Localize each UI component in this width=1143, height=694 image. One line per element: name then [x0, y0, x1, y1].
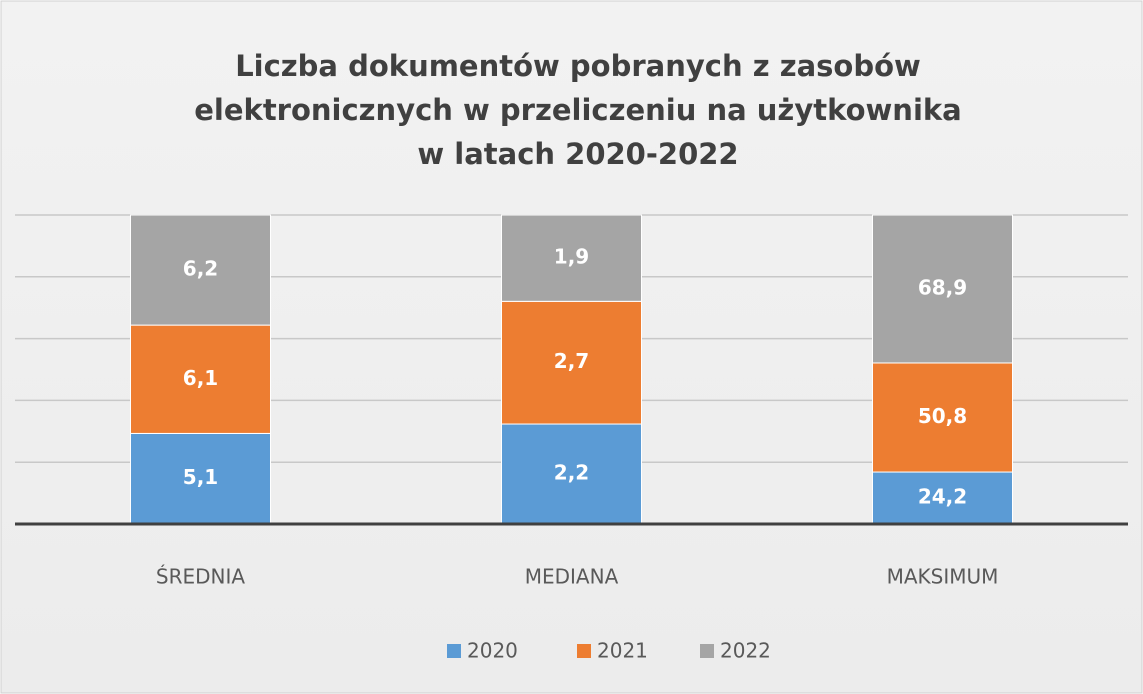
data-label: 68,9 — [918, 275, 967, 299]
data-label: 2,7 — [554, 349, 589, 373]
bar-segment — [130, 324, 271, 434]
legend-swatch — [577, 644, 591, 658]
data-label: 24,2 — [918, 485, 967, 509]
legend-label: 2021 — [597, 639, 648, 663]
data-label: 6,2 — [183, 257, 218, 281]
bar-segment — [130, 432, 271, 525]
legend-swatch — [700, 644, 714, 658]
data-label: 50,8 — [918, 404, 967, 428]
bar-segment — [501, 423, 642, 525]
bar-segment — [872, 471, 1013, 525]
data-label: 1,9 — [554, 245, 589, 269]
legend-swatch — [447, 644, 461, 658]
chart-title: Liczba dokumentów pobranych z zasobów ele… — [194, 49, 962, 171]
bar-segment — [130, 214, 271, 326]
bar-segment — [872, 214, 1013, 364]
bar-segment — [872, 362, 1013, 473]
title-line: w latach 2020-2022 — [417, 137, 738, 171]
legend-label: 2022 — [720, 639, 771, 663]
data-label: 6,1 — [183, 366, 218, 390]
data-label: 5,1 — [183, 465, 218, 489]
bar-segment — [501, 214, 642, 302]
x-tick-label: MEDIANA — [525, 565, 619, 589]
title-line: Liczba dokumentów pobranych z zasobów — [235, 49, 921, 83]
title-line: elektronicznych w przeliczeniu na użytko… — [194, 93, 962, 127]
x-tick-label: ŚREDNIA — [156, 565, 245, 589]
x-tick-label: MAKSIMUM — [887, 565, 999, 589]
data-label: 2,2 — [554, 461, 589, 485]
legend-label: 2020 — [467, 639, 518, 663]
bar-segment — [501, 300, 642, 425]
